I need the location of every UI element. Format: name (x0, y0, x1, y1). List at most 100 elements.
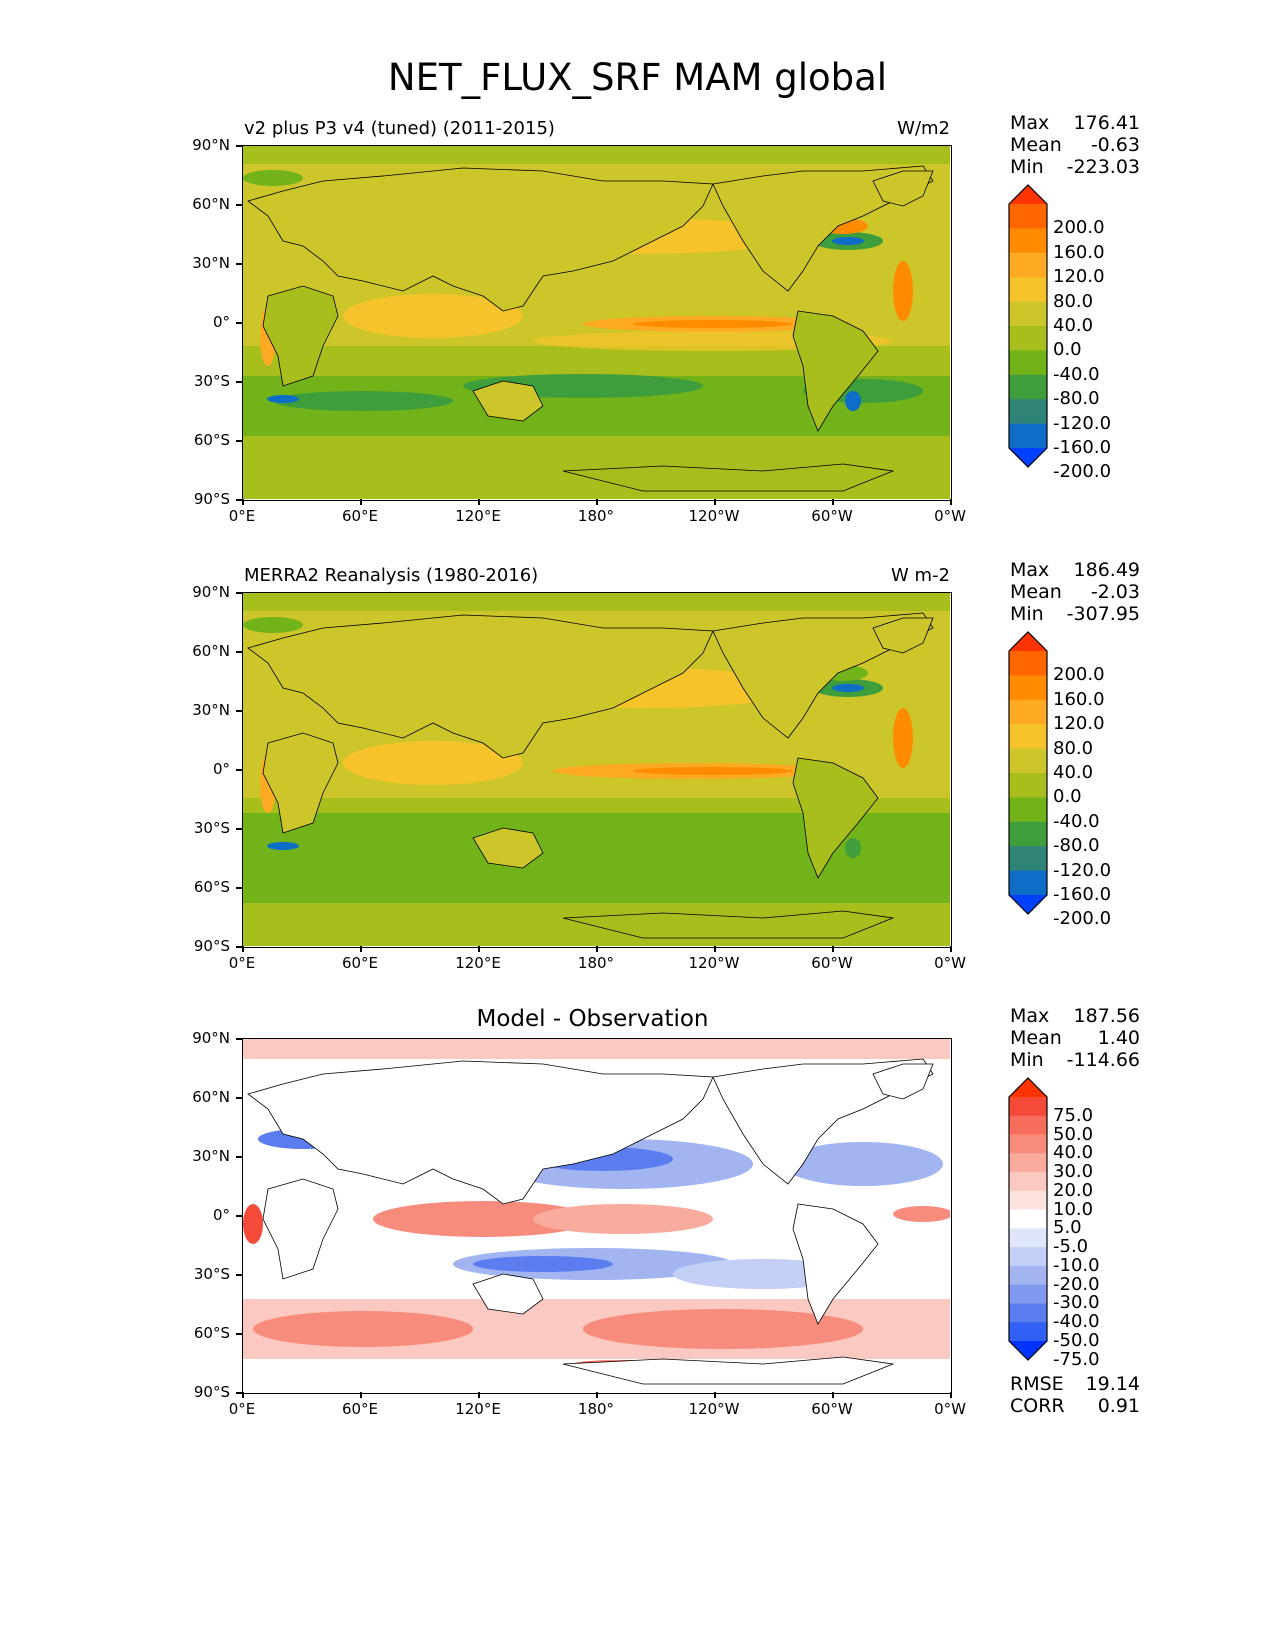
lat-tick-mark (236, 946, 242, 948)
lon-tick-label: 120°E (455, 1400, 501, 1418)
lat-tick-label: 60°N (192, 642, 230, 660)
colorbar-tick-label: -120.0 (1053, 412, 1112, 434)
colorbar-segment (1009, 1303, 1047, 1323)
lon-tick-label: 0°W (934, 1400, 966, 1418)
lon-tick-label: 180° (577, 954, 615, 972)
colorbar-tick-label: 5.0 (1053, 1217, 1082, 1239)
lat-tick-label: 30°N (192, 254, 230, 272)
colorbar-tick-label: -160.0 (1053, 437, 1112, 458)
lat-tick-label: 30°N (192, 701, 230, 719)
lon-tick-mark (242, 946, 244, 952)
diff-metrics: RMSE 19.14 CORR 0.91 (1010, 1373, 1140, 1417)
lon-tick-mark (950, 499, 952, 505)
colorbar-tick-label: 160.0 (1053, 241, 1105, 263)
lat-tick-label: 30°S (193, 819, 230, 837)
corr-label: CORR (1010, 1395, 1065, 1417)
stat-max: 186.49 (1073, 559, 1140, 581)
colorbar-tick-label: 120.0 (1053, 713, 1105, 735)
colorbar-segment (1009, 252, 1047, 278)
lon-tick-mark (360, 1392, 362, 1398)
colorbar-extend-top (1009, 1078, 1047, 1097)
colorbar-extend-bottom (1009, 448, 1047, 467)
lon-tick-label: 60°E (341, 507, 379, 525)
lat-tick-mark (236, 769, 242, 771)
test-stats: Max 176.41 Mean -0.63 Min -223.03 (1010, 112, 1140, 178)
diff-map (242, 1038, 952, 1394)
lat-tick-label: 60°N (192, 195, 230, 213)
colorbar-tick-label: 40.0 (1053, 315, 1094, 336)
colorbar-tick-label: -50.0 (1053, 1330, 1100, 1351)
lat-tick-label: 60°S (193, 1324, 230, 1342)
stat-label: Min (1010, 156, 1044, 178)
rmse-value: 19.14 (1085, 1373, 1140, 1395)
lat-tick-mark (236, 887, 242, 889)
lat-tick-label: 60°S (193, 431, 230, 449)
test-panel-units: W/m2 (897, 118, 950, 139)
colorbar-tick-label: -200.0 (1053, 908, 1112, 930)
lon-tick-mark (950, 946, 952, 952)
lon-tick-mark (242, 1392, 244, 1398)
colorbar-tick-label: 80.0 (1053, 737, 1094, 759)
lat-tick-mark (236, 440, 242, 442)
lon-tick-mark (832, 1392, 834, 1398)
lat-tick-label: 90°S (193, 1383, 230, 1401)
rmse-label: RMSE (1010, 1373, 1064, 1395)
lat-tick-mark (236, 499, 242, 501)
colorbar-tick-label: -30.0 (1053, 1292, 1100, 1314)
colorbar-tick-label: 10.0 (1053, 1198, 1094, 1220)
lat-tick-label: 0° (212, 1206, 230, 1224)
test-map (242, 145, 952, 501)
colorbar-tick-label: 200.0 (1053, 217, 1105, 239)
stat-mean: 1.40 (1097, 1027, 1140, 1049)
stat-mean: -0.63 (1090, 134, 1140, 156)
lat-tick-mark (236, 381, 242, 383)
colorbar-segment (1009, 821, 1047, 847)
colorbar-tick-label: -200.0 (1053, 461, 1112, 483)
ref-panel-label: MERRA2 Reanalysis (1980-2016) (244, 565, 539, 586)
stat-label: Mean (1010, 134, 1062, 156)
colorbar-extend-top (1009, 185, 1047, 204)
lon-tick-mark (950, 1392, 952, 1398)
colorbar-segment (1009, 651, 1047, 676)
lon-tick-label: 0°W (934, 507, 966, 525)
lat-tick-label: 60°S (193, 878, 230, 896)
stat-mean: -2.03 (1090, 581, 1140, 603)
colorbar-tick-label: -5.0 (1053, 1236, 1089, 1258)
colorbar-segment (1009, 1228, 1047, 1248)
lon-tick-mark (478, 499, 480, 505)
lon-tick-label: 60°W (811, 1400, 853, 1418)
colorbar-segment (1009, 1097, 1047, 1117)
lat-tick-mark (236, 1156, 242, 1158)
colorbar-segment (1009, 277, 1047, 303)
stat-min: -114.66 (1066, 1049, 1140, 1071)
colorbar-outline (1008, 184, 1048, 468)
colorbar-segment (1009, 675, 1047, 701)
lat-tick-label: 60°N (192, 1088, 230, 1106)
colorbar-tick-label: -160.0 (1053, 884, 1112, 905)
stat-label: Min (1010, 1049, 1044, 1071)
colorbar-segment (1009, 773, 1047, 798)
lon-tick-mark (596, 946, 598, 952)
stat-label: Max (1010, 112, 1050, 134)
lon-tick-mark (478, 1392, 480, 1398)
colorbar-segment (1009, 870, 1047, 896)
lon-tick-label: 60°W (811, 954, 853, 972)
colorbar-segment (1009, 301, 1047, 327)
lon-tick-mark (832, 946, 834, 952)
colorbar-segment (1009, 1172, 1047, 1192)
diff-stats: Max 187.56 Mean 1.40 Min -114.66 (1010, 1005, 1140, 1071)
stat-label: Mean (1010, 1027, 1062, 1049)
colorbar-segment (1009, 1284, 1047, 1304)
colorbar-diff (1008, 1077, 1048, 1361)
colorbar-segment (1009, 699, 1047, 725)
colorbar-segment (1009, 1265, 1047, 1286)
colorbar-tick-label: 40.0 (1053, 762, 1094, 783)
lat-tick-label: 90°N (192, 136, 230, 154)
lat-tick-mark (236, 1274, 242, 1276)
stat-label: Mean (1010, 581, 1062, 603)
colorbar-tick-label: -120.0 (1053, 859, 1112, 881)
stat-min: -223.03 (1066, 156, 1140, 178)
lon-tick-mark (242, 499, 244, 505)
colorbar-segment (1009, 374, 1047, 400)
colorbar-tick-label: -80.0 (1053, 835, 1100, 857)
